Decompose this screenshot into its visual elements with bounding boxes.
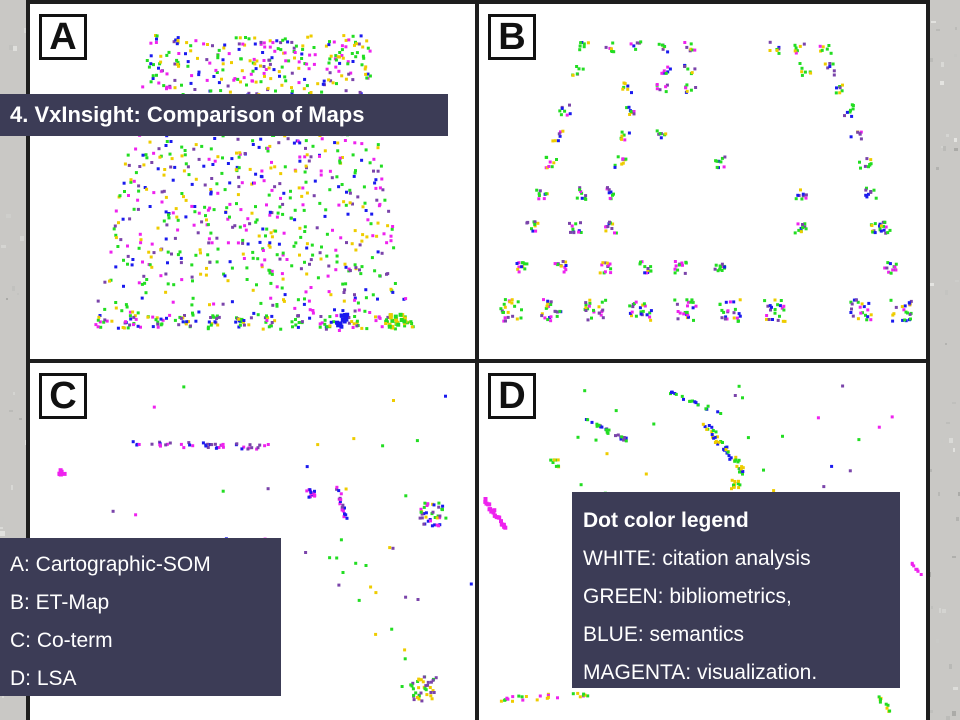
scatter-map-c — [57, 385, 473, 703]
scatter-map-b — [499, 40, 913, 323]
legend-magenta: MAGENTA: visualization. — [583, 661, 818, 684]
legend-heading: Dot color legend — [583, 509, 749, 532]
slide-title: 4. VxInsight: Comparison of Maps — [0, 94, 448, 136]
scatter-map-d — [483, 384, 923, 713]
scatter-map-a — [94, 34, 415, 332]
legend-green: GREEN: bibliometrics, — [583, 585, 792, 608]
panel-label-b: B — [488, 14, 536, 60]
map-panel-b: B — [479, 4, 926, 359]
method-d-label: D: LSA — [10, 667, 77, 690]
legend-blue: BLUE: semantics — [583, 623, 745, 646]
map-panel-a: A — [30, 4, 475, 359]
method-b-label: B: ET-Map — [10, 591, 110, 614]
panel-label-a: A — [39, 14, 87, 60]
method-a-label: A: Cartographic-SOM — [10, 553, 211, 576]
panel-label-d: D — [488, 373, 536, 419]
panel-label-c: C — [39, 373, 87, 419]
methods-legend: A: Cartographic-SOM B: ET-Map C: Co-term… — [0, 538, 281, 696]
dot-color-legend: Dot color legend WHITE: citation analysi… — [572, 492, 900, 688]
method-c-label: C: Co-term — [10, 629, 113, 652]
legend-white: WHITE: citation analysis — [583, 547, 811, 570]
